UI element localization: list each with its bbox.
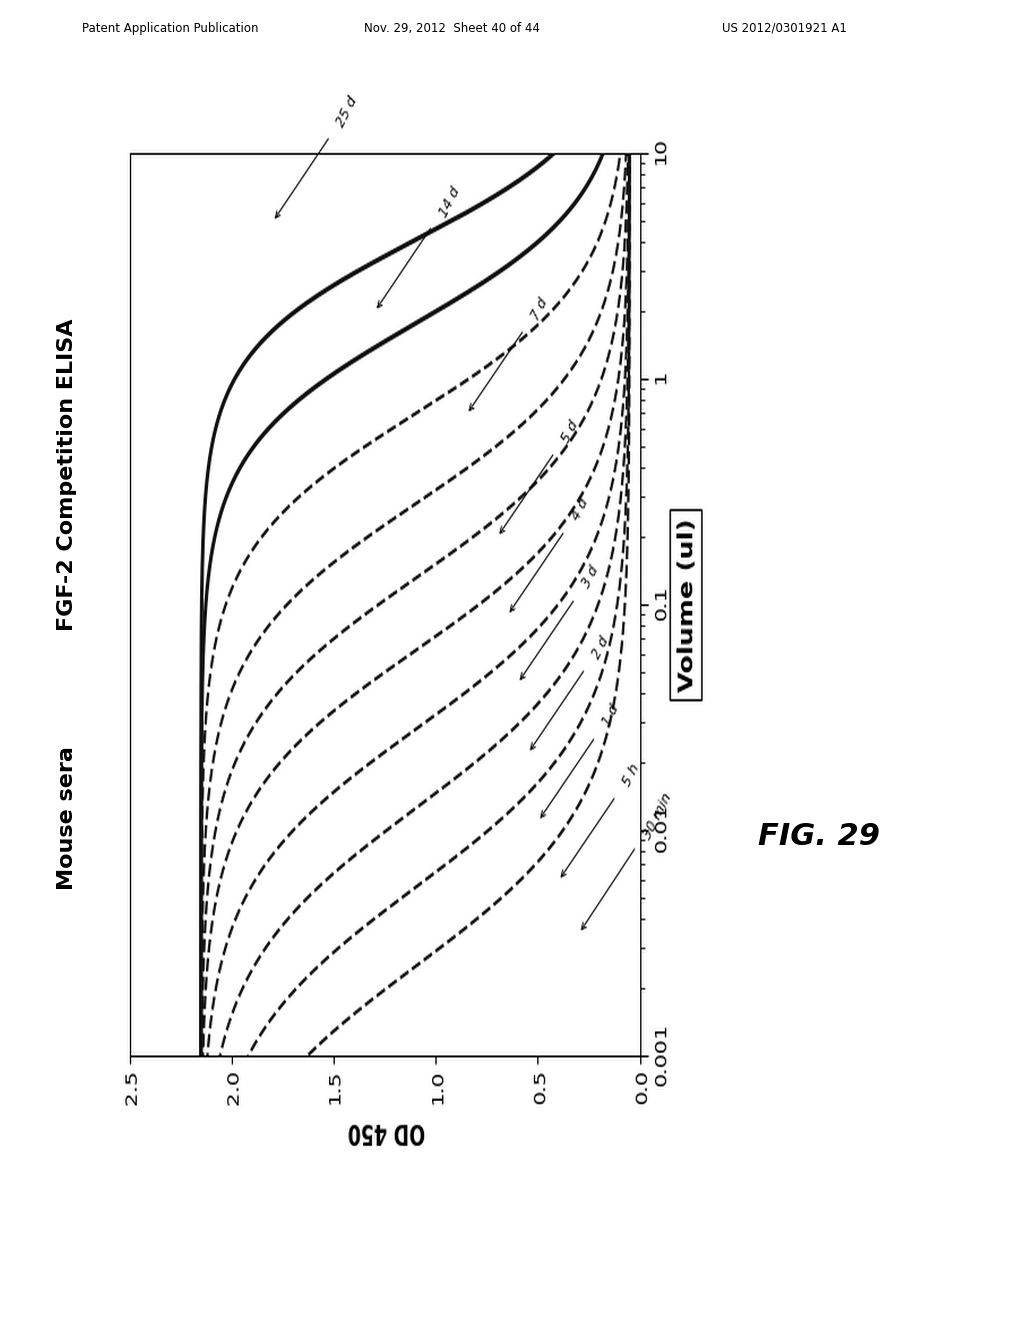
Text: US 2012/0301921 A1: US 2012/0301921 A1 xyxy=(722,21,847,34)
Text: Patent Application Publication: Patent Application Publication xyxy=(82,21,258,34)
Text: Mouse sera: Mouse sera xyxy=(56,747,77,890)
Text: Nov. 29, 2012  Sheet 40 of 44: Nov. 29, 2012 Sheet 40 of 44 xyxy=(364,21,540,34)
Text: FIG. 29: FIG. 29 xyxy=(758,822,881,851)
Text: FGF-2 Competition ELISA: FGF-2 Competition ELISA xyxy=(56,319,77,631)
